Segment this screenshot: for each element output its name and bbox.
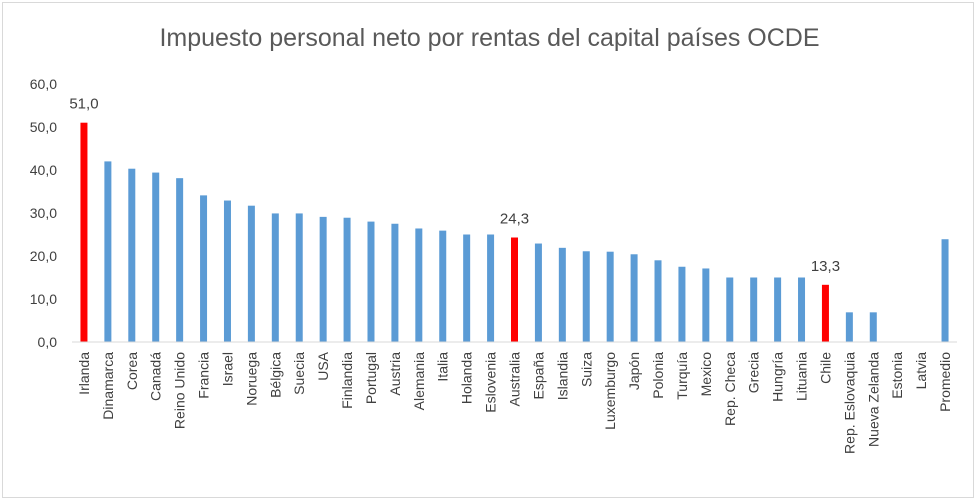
data-label-chile: 13,3 <box>811 258 840 275</box>
bar-chile <box>821 284 829 342</box>
y-tick-label: 30,0 <box>30 205 57 221</box>
bar-hungria <box>774 277 782 342</box>
bar-islandia <box>558 247 566 342</box>
x-tick-label-luxemburgo: Luxemburgo <box>602 352 618 430</box>
x-tick-label-israel: Israel <box>219 352 235 386</box>
bar-finlandia <box>343 217 351 342</box>
data-label-australia: 24,3 <box>500 211 529 228</box>
bar-rep-checa <box>726 277 734 342</box>
x-tick-label-promedio: Promedio <box>937 352 953 412</box>
chart-title: Impuesto personal neto por rentas del ca… <box>159 24 820 52</box>
x-tick-label-latvia: Latvia <box>913 352 929 390</box>
bar-austria <box>391 223 399 342</box>
x-tick-label-espana: España <box>530 352 546 400</box>
x-tick-label-irlanda: Irlanda <box>76 352 92 395</box>
x-axis-tick-labels: Irlanda Dinamarca Corea Canadá Reino Unido Fr… <box>76 351 953 454</box>
bar-espana <box>534 243 542 342</box>
bar-grecia <box>750 277 758 342</box>
x-tick-label-usa: USA <box>315 351 331 380</box>
bar-irlanda <box>80 122 88 342</box>
bar-suecia <box>295 213 303 342</box>
y-tick-label: 20,0 <box>30 248 57 264</box>
x-tick-label-suecia: Suecia <box>291 352 307 395</box>
x-tick-label-finlandia: Finlandia <box>339 352 355 409</box>
x-tick-label-nueva-zelanda: Nueva Zelanda <box>865 352 881 447</box>
bar-promedio <box>941 239 949 342</box>
bar-usa <box>319 216 327 342</box>
bar-nueva-zelanda <box>869 312 877 342</box>
x-tick-label-portugal: Portugal <box>363 352 379 404</box>
x-tick-label-chile: Chile <box>817 352 833 384</box>
y-axis-tick-labels: 0,0 10,0 20,0 30,0 40,0 50,0 60,0 <box>30 76 57 350</box>
x-tick-label-mexico: Mexico <box>698 352 714 397</box>
bars <box>80 122 949 342</box>
y-tick-label: 10,0 <box>30 291 57 307</box>
data-labels: 51,0 24,3 13,3 <box>69 96 840 275</box>
bar-australia <box>511 237 518 342</box>
bar-turquia <box>678 266 686 342</box>
x-tick-label-holanda: Holanda <box>459 352 475 404</box>
x-tick-label-eslovenia: Eslovenia <box>483 352 499 413</box>
bar-corea <box>128 168 136 342</box>
bar-rep-eslovaquia <box>845 312 853 342</box>
x-tick-label-estonia: Estonia <box>889 352 905 399</box>
x-tick-label-reino-unido: Reino Unido <box>172 352 188 429</box>
x-tick-label-suiza: Suiza <box>578 352 594 387</box>
x-tick-label-japon: Japón <box>626 352 642 390</box>
x-tick-label-grecia: Grecia <box>746 352 762 393</box>
x-tick-label-rep-eslovaquia: Rep. Eslovaquia <box>841 352 857 454</box>
x-tick-label-rep-checa: Rep. Checa <box>722 352 738 426</box>
bar-luxemburgo <box>606 251 614 342</box>
bar-alemania <box>415 228 423 342</box>
x-tick-label-austria: Austria <box>387 352 403 396</box>
bar-eslovenia <box>487 234 495 342</box>
y-tick-label: 50,0 <box>30 119 57 135</box>
y-tick-label: 60,0 <box>30 76 57 92</box>
y-tick-label: 40,0 <box>30 162 57 178</box>
bar-mexico <box>702 268 710 342</box>
x-tick-label-dinamarca: Dinamarca <box>100 352 116 420</box>
bar-lituania <box>798 277 806 342</box>
x-tick-label-australia: Australia <box>507 352 523 407</box>
x-tick-label-lituania: Lituania <box>794 352 810 401</box>
bar-polonia <box>654 260 662 342</box>
x-tick-label-polonia: Polonia <box>650 352 666 399</box>
y-tick-label: 0,0 <box>38 334 58 350</box>
x-tick-label-belgica: Bélgica <box>267 352 283 398</box>
bar-holanda <box>463 234 471 342</box>
x-tick-label-turquia: Turquía <box>674 352 690 400</box>
data-label-irlanda: 51,0 <box>69 96 98 113</box>
x-tick-label-corea: Corea <box>124 352 140 390</box>
x-tick-label-francia: Francia <box>196 352 212 399</box>
x-tick-label-noruega: Noruega <box>243 352 259 406</box>
bar-israel <box>223 200 231 342</box>
bar-dinamarca <box>104 161 112 342</box>
x-tick-label-italia: Italia <box>435 352 451 382</box>
bar-belgica <box>271 213 279 342</box>
bar-italia <box>439 230 447 342</box>
bar-canada <box>152 172 160 342</box>
bar-portugal <box>367 221 375 342</box>
bar-reino-unido <box>176 178 184 342</box>
bar-francia <box>200 195 208 342</box>
bar-suiza <box>582 251 590 342</box>
bar-noruega <box>247 205 255 342</box>
bar-japon <box>630 254 638 342</box>
x-tick-label-alemania: Alemania <box>411 352 427 411</box>
x-tick-label-canada: Canadá <box>148 352 164 401</box>
x-tick-label-islandia: Islandia <box>554 352 570 400</box>
x-tick-label-hungria: Hungría <box>770 352 786 402</box>
